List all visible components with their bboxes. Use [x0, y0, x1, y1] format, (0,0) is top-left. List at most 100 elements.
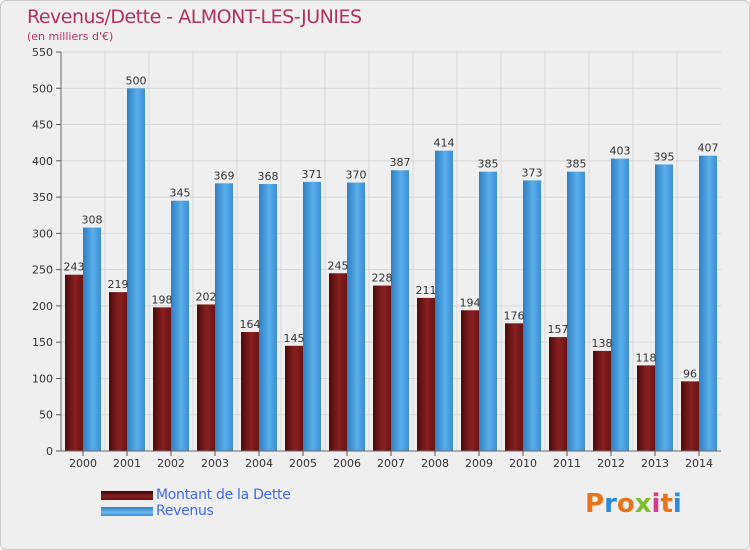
data-label-dette-2012: 138	[592, 337, 613, 350]
bar-dette-2011	[549, 337, 567, 451]
y-tick-label-150: 150	[32, 336, 53, 349]
data-label-revenus-2000: 308	[82, 214, 103, 227]
bar-dette-2009	[461, 310, 479, 451]
data-label-dette-2001: 219	[108, 278, 129, 291]
x-tick-label-2007: 2007	[377, 457, 405, 470]
x-tick-label-2000: 2000	[69, 457, 97, 470]
logo-letter: i	[651, 489, 661, 519]
y-tick-label-300: 300	[32, 227, 53, 240]
data-label-revenus-2003: 369	[214, 169, 235, 182]
data-label-revenus-2001: 500	[126, 74, 147, 87]
x-tick-label-2008: 2008	[421, 457, 449, 470]
logo-letter: x	[634, 489, 652, 519]
data-label-dette-2008: 211	[416, 284, 437, 297]
y-tick-label-450: 450	[32, 119, 53, 132]
x-tick-label-2006: 2006	[333, 457, 361, 470]
data-label-revenus-2012: 403	[610, 145, 631, 158]
x-tick-label-2004: 2004	[245, 457, 273, 470]
y-tick-label-350: 350	[32, 191, 53, 204]
data-label-revenus-2010: 373	[522, 166, 543, 179]
bar-dette-2014	[681, 381, 699, 451]
x-tick-label-2002: 2002	[157, 457, 185, 470]
data-label-revenus-2002: 345	[170, 187, 191, 200]
x-tick-label-2012: 2012	[597, 457, 625, 470]
data-label-dette-2014: 96	[683, 367, 697, 380]
bar-dette-2013	[637, 365, 655, 451]
bar-revenus-2000	[83, 227, 101, 451]
data-label-dette-2013: 118	[636, 351, 657, 364]
data-label-revenus-2005: 371	[302, 168, 323, 181]
bar-dette-2000	[65, 274, 83, 451]
bar-revenus-2012	[611, 158, 629, 451]
bar-dette-2002	[153, 307, 171, 451]
bar-revenus-2006	[347, 182, 365, 451]
y-tick-label-400: 400	[32, 155, 53, 168]
chart-subtitle: (en milliers d'€)	[27, 30, 114, 43]
logo-letter: o	[616, 489, 635, 519]
logo-letter: P	[585, 489, 605, 519]
legend-swatch-revenus	[101, 507, 153, 516]
y-tick-label-0: 0	[46, 445, 53, 458]
bar-dette-2012	[593, 350, 611, 451]
bar-dette-2010	[505, 323, 523, 451]
data-label-dette-2005: 145	[284, 332, 305, 345]
bar-revenus-2001	[127, 88, 145, 451]
y-tick-label-100: 100	[32, 372, 53, 385]
x-tick-label-2011: 2011	[553, 457, 581, 470]
y-tick-label-200: 200	[32, 300, 53, 313]
data-label-dette-2009: 194	[460, 296, 481, 309]
bar-revenus-2007	[391, 170, 409, 451]
x-tick-label-2010: 2010	[509, 457, 537, 470]
y-tick-label-50: 50	[39, 409, 53, 422]
bar-dette-2005	[285, 345, 303, 451]
data-label-revenus-2011: 385	[566, 158, 587, 171]
bar-dette-2003	[197, 304, 215, 451]
data-label-dette-2000: 243	[64, 261, 85, 274]
legend-label-revenus: Revenus	[156, 503, 214, 519]
data-label-revenus-2006: 370	[346, 169, 367, 182]
x-tick-label-2001: 2001	[113, 457, 141, 470]
data-label-dette-2006: 245	[328, 259, 349, 272]
bar-revenus-2014	[699, 155, 717, 452]
legend-swatch-dette	[101, 491, 153, 500]
data-label-dette-2004: 164	[240, 318, 261, 331]
bar-revenus-2005	[303, 181, 321, 451]
bar-revenus-2004	[259, 184, 277, 452]
logo-letter: i	[672, 489, 682, 519]
data-label-dette-2010: 176	[504, 309, 525, 322]
data-label-dette-2011: 157	[548, 323, 569, 336]
data-label-revenus-2007: 387	[390, 156, 411, 169]
bar-revenus-2011	[567, 171, 585, 451]
x-tick-label-2009: 2009	[465, 457, 493, 470]
logo-letter: t	[660, 489, 673, 519]
bar-revenus-2002	[171, 200, 189, 451]
bar-dette-2001	[109, 292, 127, 451]
data-label-revenus-2009: 385	[478, 158, 499, 171]
proxiti-logo: Proxiti	[585, 489, 682, 519]
x-tick-label-2005: 2005	[289, 457, 317, 470]
y-tick-label-500: 500	[32, 82, 53, 95]
chart-title: Revenus/Dette - ALMONT-LES-JUNIES	[27, 6, 362, 28]
bar-revenus-2010	[523, 180, 541, 451]
bar-dette-2006	[329, 273, 347, 451]
bar-revenus-2008	[435, 150, 453, 452]
y-tick-label-550: 550	[32, 46, 53, 59]
y-tick-label-250: 250	[32, 264, 53, 277]
bar-dette-2004	[241, 332, 259, 451]
bar-revenus-2003	[215, 183, 233, 452]
x-tick-label-2014: 2014	[685, 457, 713, 470]
data-label-dette-2003: 202	[196, 290, 217, 303]
x-tick-label-2013: 2013	[641, 457, 669, 470]
data-label-revenus-2013: 395	[654, 150, 675, 163]
data-label-dette-2007: 228	[372, 272, 393, 285]
bar-revenus-2013	[655, 164, 673, 452]
x-tick-label-2003: 2003	[201, 457, 229, 470]
bar-revenus-2009	[479, 171, 497, 451]
bar-dette-2007	[373, 285, 391, 451]
data-label-revenus-2004: 368	[258, 170, 279, 183]
legend-label-dette: Montant de la Dette	[156, 487, 291, 503]
bar-dette-2008	[417, 297, 435, 451]
data-label-revenus-2008: 414	[434, 137, 455, 150]
